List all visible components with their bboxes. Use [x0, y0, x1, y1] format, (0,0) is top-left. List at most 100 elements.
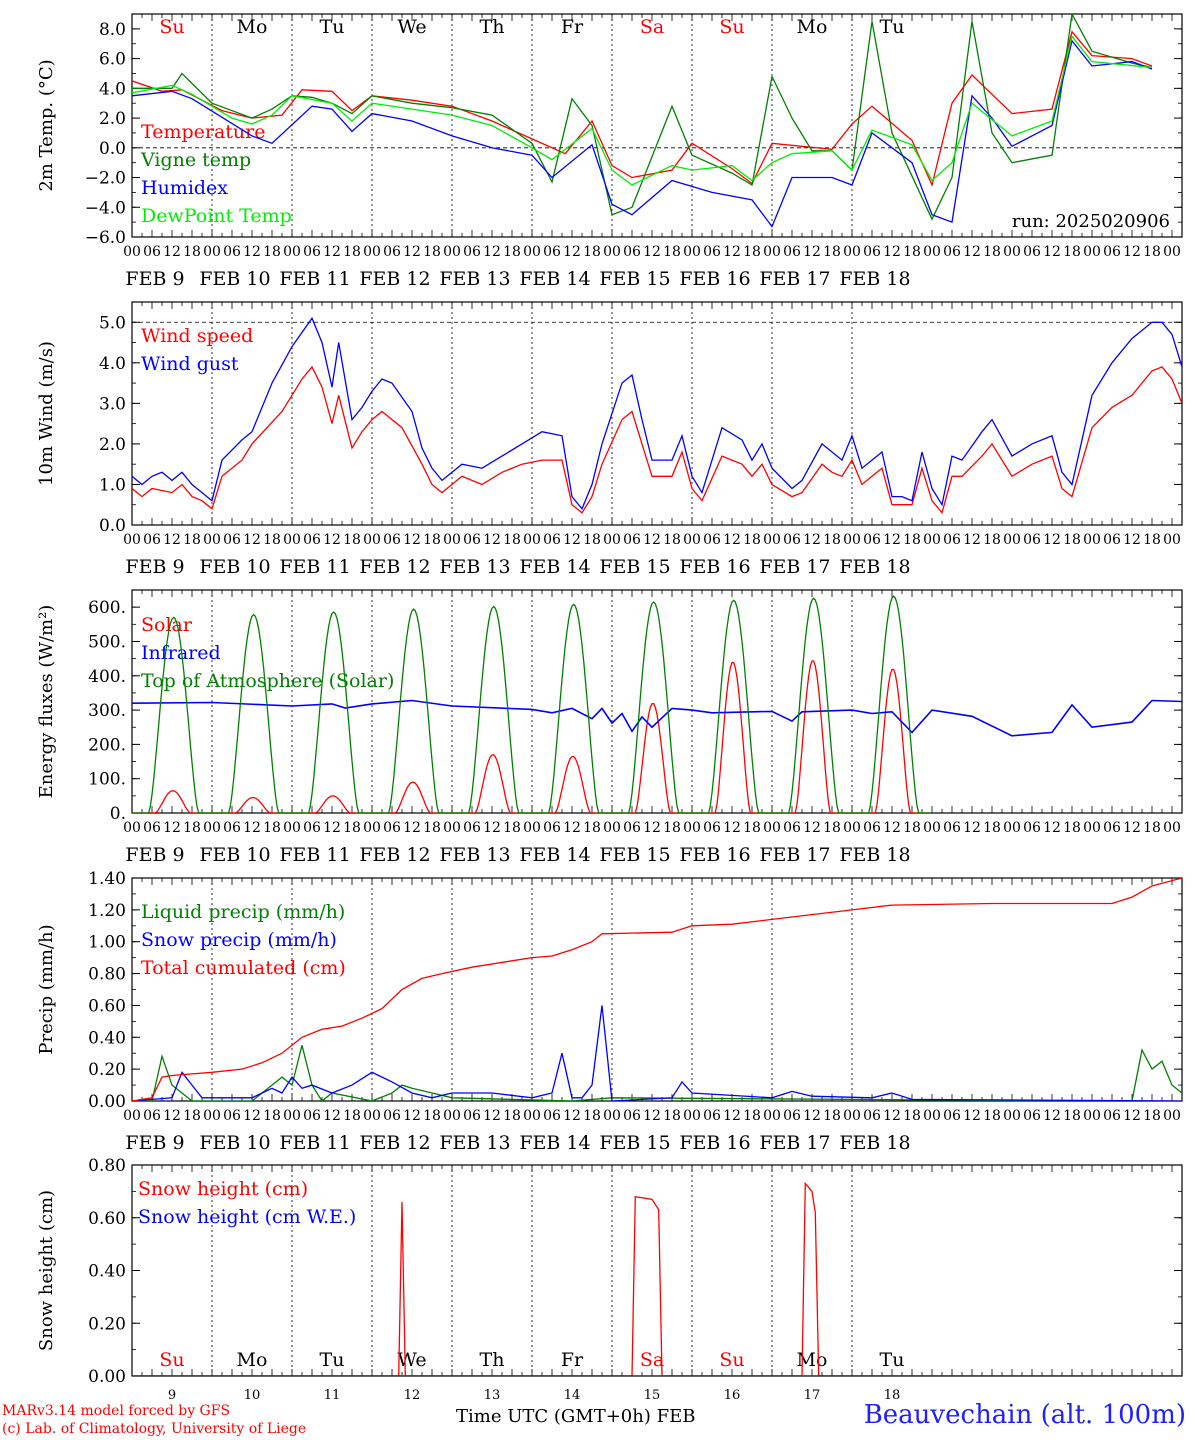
hour-tick-label: 00	[763, 244, 781, 260]
hour-tick-label: 06	[623, 244, 641, 260]
hour-tick-label: 06	[143, 1108, 161, 1124]
hour-tick-label: 00	[443, 244, 461, 260]
y-tick-label: 1.20	[88, 901, 126, 921]
hour-tick-label: 06	[943, 820, 961, 836]
hour-tick-label: 12	[403, 532, 421, 548]
hour-tick-label: 00	[203, 532, 221, 548]
y-tick-label: 0.20	[88, 1060, 126, 1080]
hour-tick-label: 00	[1083, 820, 1101, 836]
station-name: Beauvechain (alt. 100m)	[863, 1400, 1186, 1430]
hour-tick-label: 12	[323, 244, 341, 260]
hour-tick-label: 12	[483, 244, 501, 260]
hour-tick-label: 06	[303, 820, 321, 836]
day-number-label: 15	[644, 1388, 661, 1403]
hour-tick-label: 12	[1043, 820, 1061, 836]
weekday-label: Su	[719, 16, 744, 38]
hour-tick-label: 18	[183, 820, 201, 836]
date-label: FEB 12	[359, 556, 430, 578]
y-tick-label: 300.	[88, 701, 126, 721]
hour-tick-label: 12	[483, 820, 501, 836]
hour-tick-label: 00	[363, 532, 381, 548]
hour-tick-label: 18	[1063, 1108, 1081, 1124]
hour-tick-label: 18	[583, 532, 601, 548]
hour-tick-label: 06	[1103, 820, 1121, 836]
hour-tick-label: 00	[203, 1108, 221, 1124]
y-axis-label: 10m Wind (m/s)	[36, 341, 57, 486]
x-axis-month: FEB	[656, 1406, 696, 1427]
hour-tick-label: 18	[983, 244, 1001, 260]
date-label: FEB 16	[679, 268, 750, 290]
hour-tick-label: 12	[563, 244, 581, 260]
hour-tick-label: 18	[503, 1108, 521, 1124]
y-tick-label: 0.80	[88, 965, 126, 985]
date-label: FEB 18	[839, 268, 910, 290]
hour-tick-label: 12	[723, 532, 741, 548]
hour-tick-label: 00	[123, 244, 141, 260]
legend-entry: Humidex	[141, 177, 228, 199]
plot-frame	[131, 13, 1183, 238]
hour-tick-label: 06	[143, 244, 161, 260]
hour-tick-label: 12	[243, 1108, 261, 1124]
hour-tick-label: 12	[563, 820, 581, 836]
hour-tick-label: 12	[643, 244, 661, 260]
day-number-label: 18	[884, 1388, 901, 1403]
series-line-vigne-temp	[132, 14, 1153, 221]
hour-tick-label: 12	[643, 820, 661, 836]
legend-entry: Wind speed	[141, 325, 253, 347]
y-tick-label: 1.0	[99, 475, 126, 495]
hour-tick-label: 18	[663, 244, 681, 260]
series-line-snow-height-cm-	[132, 1181, 1182, 1376]
hour-tick-label: 06	[703, 244, 721, 260]
weekday-label: Fr	[561, 1349, 584, 1371]
hour-tick-label: 18	[743, 1108, 761, 1124]
hour-tick-label: 00	[523, 1108, 541, 1124]
hour-tick-label: 00	[763, 532, 781, 548]
hour-tick-label: 18	[983, 1108, 1001, 1124]
hour-tick-label: 18	[263, 1108, 281, 1124]
hour-tick-label: 00	[1163, 1108, 1181, 1124]
hour-tick-label: 18	[823, 820, 841, 836]
credits: MARv3.14 model forced by GFS (c) Lab. of…	[2, 1402, 306, 1438]
weekday-label: Mo	[237, 1349, 268, 1371]
hour-tick-label: 18	[263, 820, 281, 836]
hour-tick-label: 00	[1083, 244, 1101, 260]
y-tick-label: 200.	[88, 735, 126, 755]
hour-tick-label: 00	[763, 1108, 781, 1124]
hour-tick-label: 18	[903, 820, 921, 836]
series-line-dewpoint-temp	[132, 34, 1153, 186]
day-number-label: 16	[724, 1388, 741, 1403]
hour-tick-label: 06	[143, 820, 161, 836]
weekday-label: Tu	[320, 1349, 345, 1371]
date-label: FEB 17	[759, 844, 830, 866]
hour-tick-label: 18	[183, 1108, 201, 1124]
hour-tick-label: 18	[343, 244, 361, 260]
hour-tick-label: 06	[783, 244, 801, 260]
date-label: FEB 13	[439, 556, 510, 578]
y-tick-label: 0.60	[88, 996, 126, 1016]
hour-tick-label: 12	[563, 1108, 581, 1124]
day-number-label: 9	[168, 1388, 176, 1403]
y-tick-label: 8.0	[99, 20, 126, 40]
hour-tick-label: 12	[163, 820, 181, 836]
hour-tick-label: 12	[963, 532, 981, 548]
date-label: FEB 9	[125, 1132, 184, 1154]
date-label: FEB 12	[359, 844, 430, 866]
weekday-label: Fr	[561, 16, 584, 38]
legend-entry: DewPoint Temp	[141, 205, 292, 227]
legend-entry: Top of Atmosphere (Solar)	[141, 670, 394, 692]
legend-entry: Snow height (cm)	[138, 1178, 308, 1200]
date-label: FEB 18	[839, 844, 910, 866]
panel-4: 0.00 0.20 0.40 0.60 0.80 1.00 1.20 1.40 Precip (…	[36, 869, 1183, 1154]
hour-tick-label: 12	[163, 244, 181, 260]
legend-entry: Total cumulated (cm)	[141, 957, 346, 979]
date-label: FEB 16	[679, 556, 750, 578]
hour-tick-label: 00	[923, 820, 941, 836]
hour-tick-label: 06	[303, 1108, 321, 1124]
y-tick-label: 5.0	[99, 313, 126, 333]
hour-tick-label: 00	[843, 1108, 861, 1124]
weekday-label: Sa	[640, 16, 664, 38]
hour-tick-label: 18	[823, 532, 841, 548]
series-line-infrared	[132, 699, 1182, 737]
hour-tick-label: 12	[803, 532, 821, 548]
hour-tick-label: 00	[523, 244, 541, 260]
